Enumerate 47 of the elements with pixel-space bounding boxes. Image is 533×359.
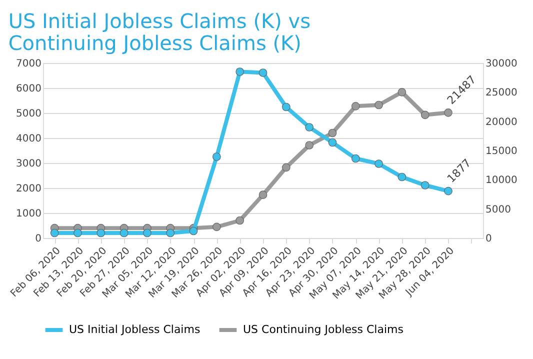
point [420,181,430,190]
legend-label: US Continuing Jobless Claims [243,323,404,336]
y2-tick-label: 25000 [486,88,518,99]
point [166,228,175,238]
point [305,141,314,150]
point [420,110,430,120]
point [212,152,221,161]
point [351,102,360,110]
y-tick-label: 5000 [16,108,42,120]
point [282,163,290,172]
y-tick-label: 7000 [16,58,42,70]
point [398,172,406,182]
y-tick-label: 6000 [16,84,42,94]
point [328,128,337,138]
point [96,228,106,238]
point [236,68,244,76]
point [374,160,383,168]
y2-tick-label: 20000 [486,116,518,128]
point [398,88,406,96]
point [351,154,360,163]
point [189,226,198,236]
y2-tick-label: 0 [486,234,492,244]
point [282,102,290,112]
y2-tick-label: 15000 [486,146,518,157]
y2-tick-label: 30000 [486,58,518,70]
point [444,108,452,117]
point [444,186,452,196]
point [74,228,82,238]
point [50,228,59,238]
point [374,100,383,110]
y-tick-label: 4000 [16,134,42,144]
point [236,216,244,225]
point [143,228,152,238]
y-tick-label: 0 [35,234,42,244]
point [258,68,268,77]
y-tick-label: 3000 [16,158,42,170]
y-tick-label: 1000 [16,208,42,220]
point [212,222,221,232]
y2-tick-label: 5000 [486,204,511,216]
point [120,228,128,238]
chart-title: US Initial Jobless Claims (K) vs Continuing Jobless Claims (K) [8,9,311,55]
point [328,138,337,147]
point [305,123,314,132]
y-tick-label: 2000 [16,184,42,194]
legend-label: US Initial Jobless Claims [69,323,200,336]
y2-tick-label: 10000 [486,175,518,186]
point [258,190,268,199]
